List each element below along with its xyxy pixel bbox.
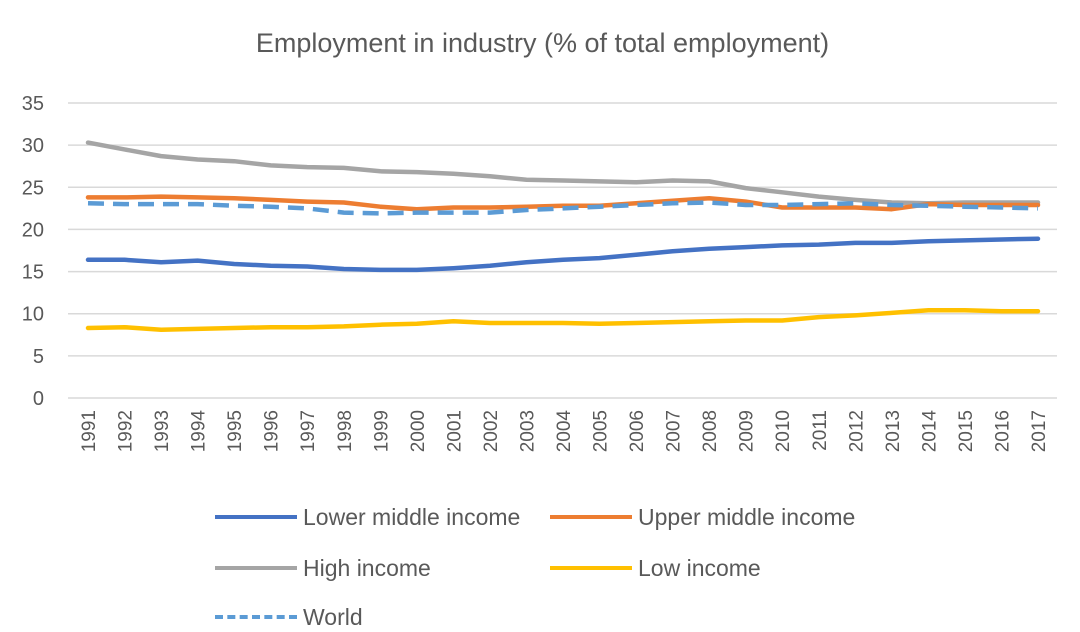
x-tick-label: 1998 [335,410,356,452]
legend-swatch [550,566,632,570]
series-line-lower-middle-income [85,236,1041,273]
x-tick-label: 1994 [189,410,210,453]
series-line-upper-middle-income [85,194,1041,212]
x-tick-label: 2013 [883,410,904,452]
x-tick-label: 2004 [554,410,575,453]
x-tick-label: 1999 [371,410,392,452]
x-tick-label: 1992 [116,410,137,452]
y-tick-label: 20 [22,219,44,241]
legend-label: Upper middle income [638,503,856,530]
y-tick-label: 35 [22,93,44,115]
y-tick-label: 0 [33,388,44,410]
legend-swatch [550,515,632,519]
legend-label: High income [303,554,431,581]
legend-label: World [303,603,363,630]
y-tick-label: 30 [22,135,44,157]
series-line-high-income [85,140,1041,206]
x-tick-label: 2006 [627,410,648,452]
y-tick-label: 25 [22,177,44,199]
x-tick-label: 2015 [956,410,977,452]
x-tick-label: 2017 [1029,410,1050,452]
x-tick-label: 2009 [737,410,758,452]
y-tick-label: 10 [22,304,44,326]
x-axis-ticks: 1991 1992 1993 1994 1995 1996 1997 1998 1999 2000… [79,410,1050,453]
x-tick-label: 1996 [262,410,283,452]
chart-title: Employment in industry (% of total emplo… [255,28,830,58]
x-tick-label: 2005 [591,410,612,452]
legend-item-high-income: High income [215,553,431,583]
x-tick-label: 2014 [919,410,940,453]
x-tick-label: 1997 [298,410,319,452]
x-tick-label: 1995 [225,410,246,452]
legend-swatch [215,615,297,619]
x-tick-label: 2010 [773,410,794,452]
series-line-low-income [85,308,1041,332]
series-line-world [87,200,1039,216]
y-axis-ticks: 0 5 10 15 20 25 30 35 [22,93,44,410]
legend-swatch [215,515,297,519]
legend-item-upper-middle-income: Upper middle income [550,502,855,532]
y-tick-label: 5 [33,346,44,368]
x-tick-label: 2001 [444,410,465,452]
legend-item-lower-middle-income: Lower middle income [215,502,520,532]
series-lines [85,140,1041,332]
x-tick-label: 2003 [517,410,538,452]
x-tick-label: 2007 [664,410,685,452]
x-tick-label: 2016 [992,410,1013,452]
x-tick-label: 1993 [152,410,173,452]
legend-swatch [215,566,297,570]
x-tick-label: 1991 [79,410,100,452]
legend-label: Low income [638,554,761,581]
x-tick-label: 2008 [700,410,721,452]
x-tick-label: 2002 [481,410,502,452]
legend-label: Lower middle income [303,503,521,530]
gridlines [68,102,1057,399]
x-tick-label: 2000 [408,410,429,452]
legend-item-world: World [215,602,363,632]
x-tick-label: 2011 [810,410,831,451]
y-tick-label: 15 [22,262,44,284]
legend-item-low-income: Low income [550,553,761,583]
x-tick-label: 2012 [846,410,867,452]
